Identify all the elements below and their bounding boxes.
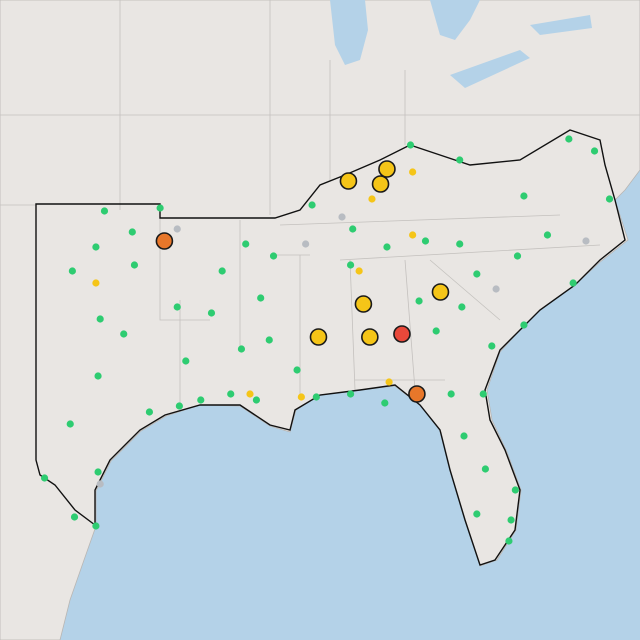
large-marker[interactable] (393, 325, 411, 343)
region-outline (35, 129, 626, 566)
small-marker[interactable] (100, 207, 109, 215)
small-marker[interactable] (197, 396, 205, 404)
small-marker[interactable] (308, 201, 316, 209)
large-marker[interactable] (431, 283, 450, 301)
small-marker[interactable] (458, 303, 466, 311)
small-marker[interactable] (605, 195, 614, 203)
large-marker[interactable] (155, 232, 174, 250)
small-marker[interactable] (409, 168, 417, 176)
small-marker[interactable] (130, 261, 139, 269)
small-marker[interactable] (173, 225, 181, 233)
small-marker[interactable] (128, 228, 136, 236)
small-marker[interactable] (456, 240, 464, 248)
small-marker[interactable] (355, 267, 363, 275)
small-marker[interactable] (120, 330, 128, 338)
small-marker[interactable] (92, 243, 100, 251)
small-marker[interactable] (94, 372, 102, 380)
small-marker[interactable] (207, 309, 216, 317)
small-marker[interactable] (415, 297, 423, 305)
small-marker[interactable] (252, 396, 261, 404)
small-marker[interactable] (520, 321, 528, 329)
small-marker[interactable] (237, 345, 246, 353)
small-marker[interactable] (569, 279, 577, 287)
lake-erie (450, 50, 530, 88)
small-marker[interactable] (406, 141, 415, 149)
small-marker[interactable] (381, 399, 389, 407)
small-marker[interactable] (227, 390, 235, 398)
small-marker[interactable] (473, 270, 481, 278)
small-marker[interactable] (492, 285, 500, 293)
large-marker[interactable] (408, 385, 426, 403)
small-marker[interactable] (92, 279, 100, 287)
small-marker[interactable] (156, 204, 164, 212)
small-marker[interactable] (507, 516, 515, 524)
small-marker[interactable] (385, 378, 393, 386)
small-marker[interactable] (488, 342, 496, 350)
small-marker[interactable] (293, 366, 301, 374)
small-marker[interactable] (96, 315, 104, 323)
large-marker[interactable] (309, 328, 328, 346)
small-marker[interactable] (246, 390, 254, 398)
large-marker[interactable] (354, 295, 373, 313)
large-marker[interactable] (378, 160, 396, 178)
small-marker[interactable] (349, 225, 357, 233)
small-marker[interactable] (432, 327, 440, 335)
small-marker[interactable] (368, 195, 376, 203)
small-marker[interactable] (505, 537, 513, 545)
small-marker[interactable] (473, 510, 481, 518)
lake-michigan (330, 0, 368, 65)
small-marker[interactable] (338, 213, 346, 221)
small-marker[interactable] (565, 135, 573, 143)
small-marker[interactable] (409, 231, 417, 239)
small-marker[interactable] (346, 390, 355, 398)
small-marker[interactable] (265, 336, 273, 344)
small-marker[interactable] (269, 252, 278, 260)
small-marker[interactable] (460, 432, 468, 440)
small-marker[interactable] (68, 267, 76, 275)
markers (40, 135, 614, 545)
small-marker[interactable] (242, 240, 250, 248)
lake-ontario (530, 15, 592, 35)
small-marker[interactable] (312, 393, 320, 401)
large-marker[interactable] (361, 328, 379, 346)
small-marker[interactable] (302, 240, 310, 248)
small-marker[interactable] (456, 156, 464, 164)
large-marker[interactable] (371, 175, 390, 193)
small-marker[interactable] (40, 474, 49, 482)
small-marker[interactable] (66, 420, 74, 428)
small-marker[interactable] (447, 390, 455, 398)
lake-huron (430, 0, 480, 40)
small-marker[interactable] (479, 390, 487, 398)
small-marker[interactable] (543, 231, 552, 239)
small-marker[interactable] (481, 465, 489, 473)
small-marker[interactable] (94, 468, 102, 476)
small-marker[interactable] (70, 513, 79, 521)
state-borders (0, 0, 640, 405)
small-marker[interactable] (96, 480, 104, 488)
small-marker[interactable] (421, 237, 430, 245)
small-marker[interactable] (590, 147, 599, 155)
small-marker[interactable] (145, 408, 154, 416)
small-marker[interactable] (582, 237, 590, 245)
small-marker[interactable] (257, 294, 265, 302)
small-marker[interactable] (297, 393, 305, 401)
small-marker[interactable] (173, 303, 181, 311)
small-marker[interactable] (513, 252, 522, 260)
small-marker[interactable] (383, 243, 391, 251)
small-marker[interactable] (346, 261, 355, 269)
small-marker[interactable] (92, 522, 100, 530)
small-marker[interactable] (175, 402, 183, 410)
large-marker[interactable] (339, 172, 358, 190)
small-marker[interactable] (511, 486, 519, 494)
small-marker[interactable] (182, 357, 190, 365)
small-marker[interactable] (218, 267, 226, 275)
small-marker[interactable] (520, 192, 528, 200)
